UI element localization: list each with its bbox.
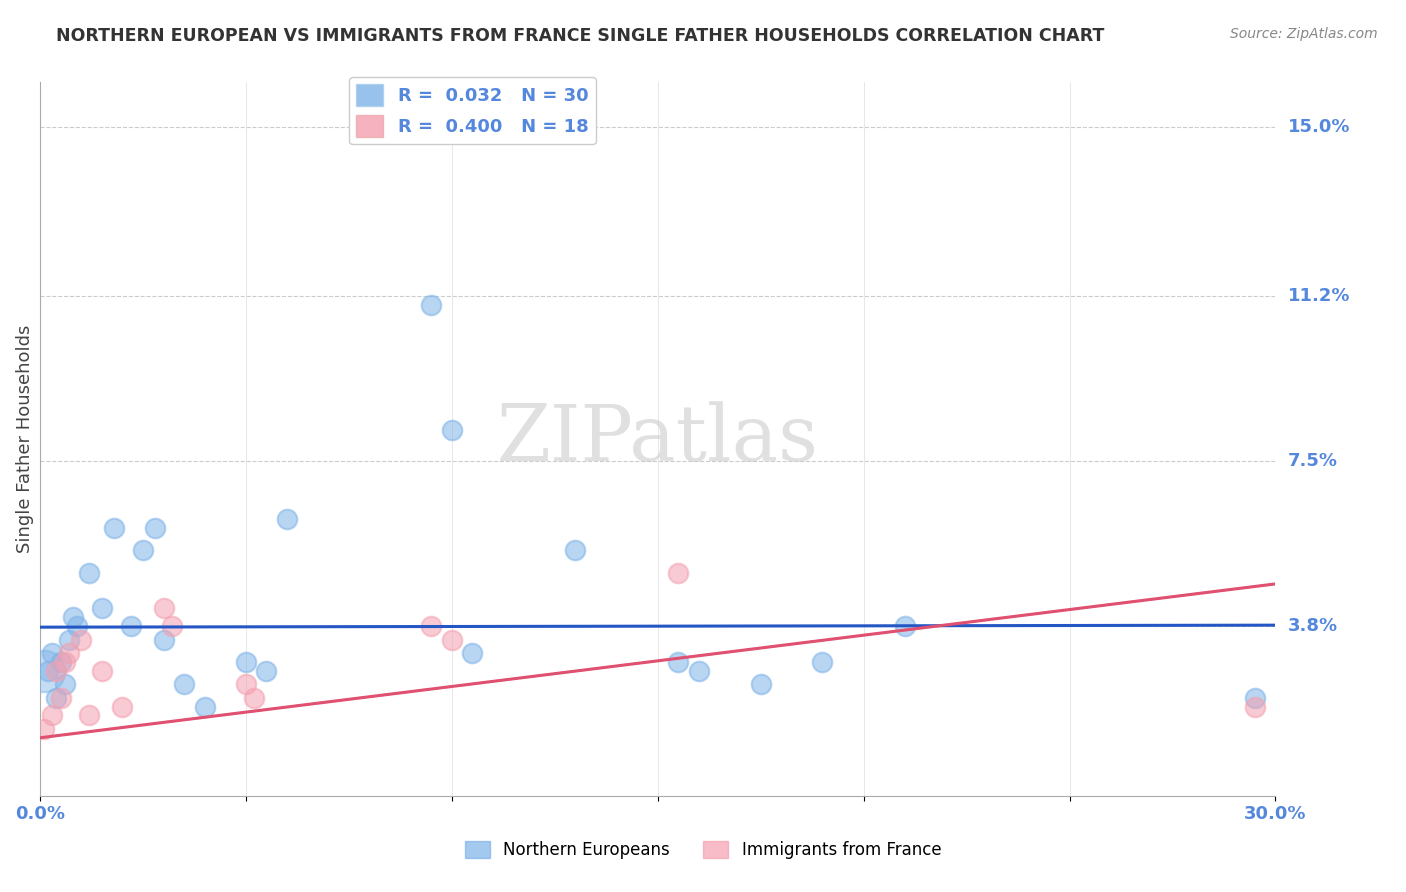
Point: [160, 619, 183, 633]
Point: [235, 677, 257, 691]
Legend: R =  0.032   N = 30, R =  0.400   N = 18: R = 0.032 N = 30, R = 0.400 N = 18: [349, 77, 596, 145]
Point: [45, 690, 67, 705]
Point: [45, 664, 67, 678]
Point: [37, 664, 59, 678]
Point: [894, 619, 917, 633]
Point: [58, 646, 80, 660]
Point: [276, 512, 298, 526]
Point: [49, 690, 72, 705]
Point: [53, 655, 76, 669]
Point: [194, 699, 217, 714]
Legend: Northern Europeans, Immigrants from France: Northern Europeans, Immigrants from Fran…: [458, 834, 948, 866]
Point: [111, 699, 134, 714]
Point: [90, 664, 112, 678]
Point: [235, 655, 257, 669]
Point: [70, 632, 93, 647]
Y-axis label: Single Father Households: Single Father Households: [17, 325, 34, 553]
Point: [53, 677, 76, 691]
Point: [666, 566, 689, 580]
Point: [143, 521, 166, 535]
Point: [32, 722, 55, 736]
Point: [66, 619, 89, 633]
Point: [749, 677, 772, 691]
Point: [41, 646, 63, 660]
Point: [461, 646, 484, 660]
Point: [243, 690, 266, 705]
Point: [152, 632, 174, 647]
Point: [120, 619, 142, 633]
Text: Source: ZipAtlas.com: Source: ZipAtlas.com: [1230, 27, 1378, 41]
Point: [440, 632, 463, 647]
Point: [1243, 699, 1265, 714]
Point: [103, 521, 125, 535]
Text: 7.5%: 7.5%: [1288, 452, 1337, 470]
Point: [132, 543, 155, 558]
Text: 3.8%: 3.8%: [1288, 617, 1339, 635]
Point: [79, 708, 101, 723]
Point: [440, 423, 463, 437]
Point: [173, 677, 195, 691]
Point: [1243, 690, 1265, 705]
Point: [32, 664, 55, 678]
Point: [666, 655, 689, 669]
Text: NORTHERN EUROPEAN VS IMMIGRANTS FROM FRANCE SINGLE FATHER HOUSEHOLDS CORRELATION: NORTHERN EUROPEAN VS IMMIGRANTS FROM FRA…: [56, 27, 1105, 45]
Point: [152, 601, 174, 615]
Point: [811, 655, 834, 669]
Text: ZIPatlas: ZIPatlas: [496, 401, 818, 477]
Point: [58, 632, 80, 647]
Point: [420, 298, 443, 312]
Point: [41, 708, 63, 723]
Point: [420, 619, 443, 633]
Point: [49, 655, 72, 669]
Point: [688, 664, 710, 678]
Point: [90, 601, 112, 615]
Point: [256, 664, 278, 678]
Text: 11.2%: 11.2%: [1288, 287, 1350, 305]
Text: 15.0%: 15.0%: [1288, 118, 1350, 136]
Point: [62, 610, 84, 624]
Point: [79, 566, 101, 580]
Point: [564, 543, 586, 558]
